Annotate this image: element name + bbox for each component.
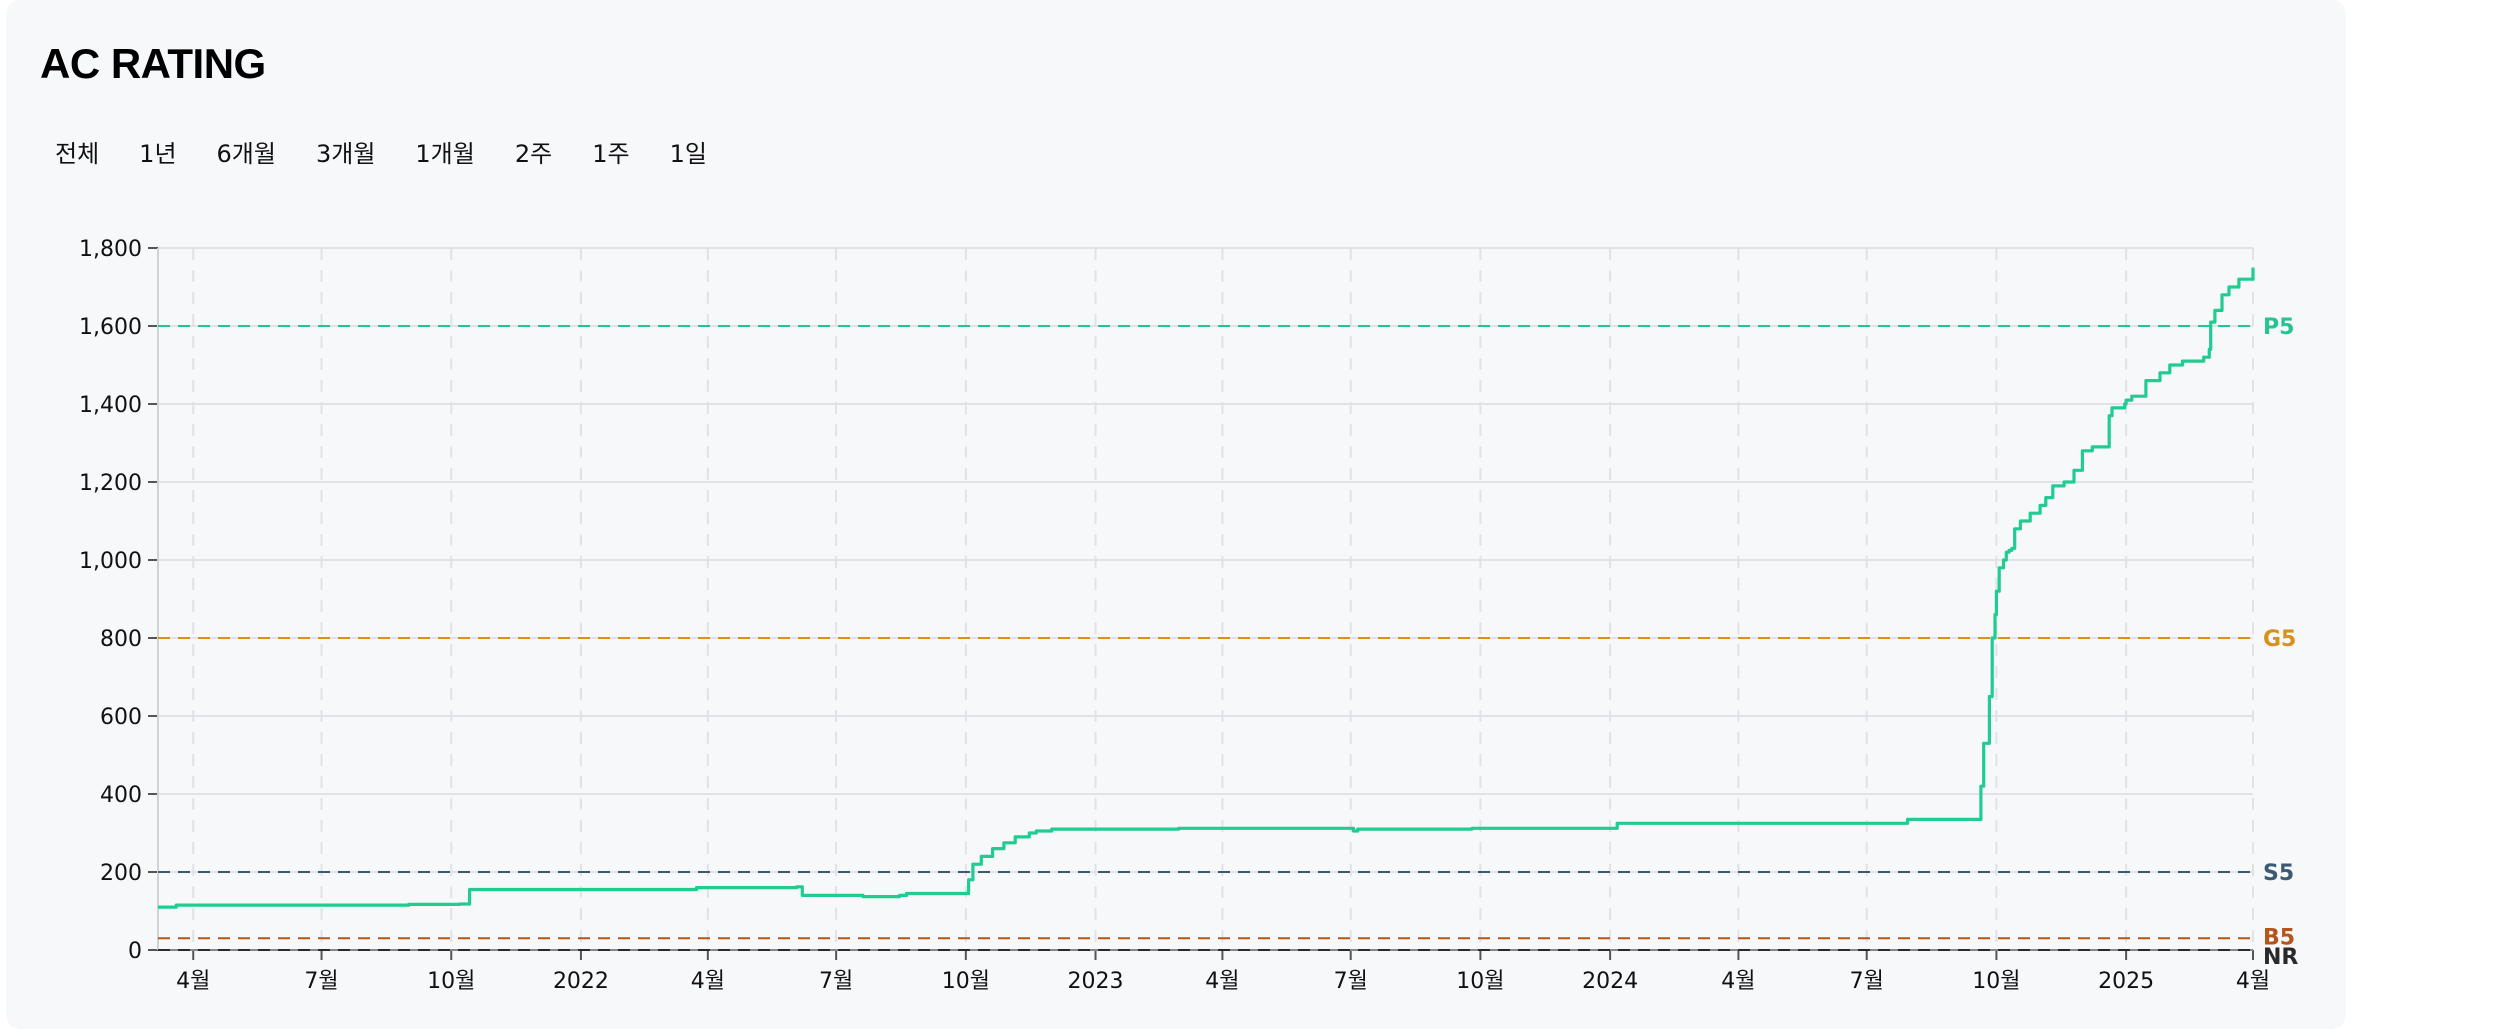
x-tick-label: 2025 — [2098, 969, 2154, 994]
range-1w-button[interactable]: 1주 — [583, 128, 638, 175]
x-tick-label: 4월 — [691, 969, 725, 994]
x-tick-label: 4월 — [2236, 969, 2270, 994]
x-tick-label: 2022 — [553, 969, 609, 994]
threshold-label-b5: B5 — [2263, 925, 2295, 950]
x-tick-label: 4월 — [1721, 969, 1755, 994]
x-tick-label: 4월 — [1205, 969, 1239, 994]
y-tick-label: 1,200 — [79, 471, 142, 496]
page-title: AC RATING — [40, 40, 266, 87]
range-selector: 전체 1년 6개월 3개월 1개월 2주 1주 1일 — [46, 128, 738, 175]
range-1y-button[interactable]: 1년 — [130, 128, 185, 175]
threshold-label-p5: P5 — [2263, 315, 2294, 340]
rating-card: AC RATING 전체 1년 6개월 3개월 1개월 2주 1주 1일 — [6, 0, 2346, 1029]
y-tick-label: 400 — [100, 783, 142, 808]
y-tick-label: 0 — [128, 939, 142, 964]
y-tick-label: 1,000 — [79, 549, 142, 574]
threshold-label-s5: S5 — [2263, 861, 2294, 886]
y-tick-label: 1,400 — [79, 393, 142, 418]
range-6m-button[interactable]: 6개월 — [208, 128, 285, 175]
x-tick-label: 2024 — [1582, 969, 1638, 994]
range-all-button[interactable]: 전체 — [46, 128, 108, 175]
x-tick-label: 7월 — [304, 969, 338, 994]
x-tick-label: 7월 — [1850, 969, 1884, 994]
y-tick-label: 1,600 — [79, 315, 142, 340]
rating-series-line — [158, 267, 2255, 909]
threshold-label-nr: NR — [2263, 945, 2298, 970]
y-tick-label: 600 — [100, 705, 142, 730]
range-1m-button[interactable]: 1개월 — [406, 128, 483, 175]
threshold-label-g5: G5 — [2263, 627, 2296, 652]
x-tick-label: 2023 — [1068, 969, 1124, 994]
x-tick-label: 10월 — [1972, 969, 2020, 994]
range-2w-button[interactable]: 2주 — [506, 128, 561, 175]
x-tick-label: 4월 — [176, 969, 210, 994]
x-tick-label: 7월 — [1334, 969, 1368, 994]
x-tick-label: 7월 — [819, 969, 853, 994]
x-tick-label: 10월 — [427, 969, 475, 994]
y-tick-label: 1,800 — [79, 237, 142, 262]
range-1d-button[interactable]: 1일 — [661, 128, 716, 175]
x-tick-label: 10월 — [1456, 969, 1504, 994]
y-tick-label: 800 — [100, 627, 142, 652]
range-3m-button[interactable]: 3개월 — [307, 128, 384, 175]
y-tick-label: 200 — [100, 861, 142, 886]
x-tick-label: 10월 — [942, 969, 990, 994]
